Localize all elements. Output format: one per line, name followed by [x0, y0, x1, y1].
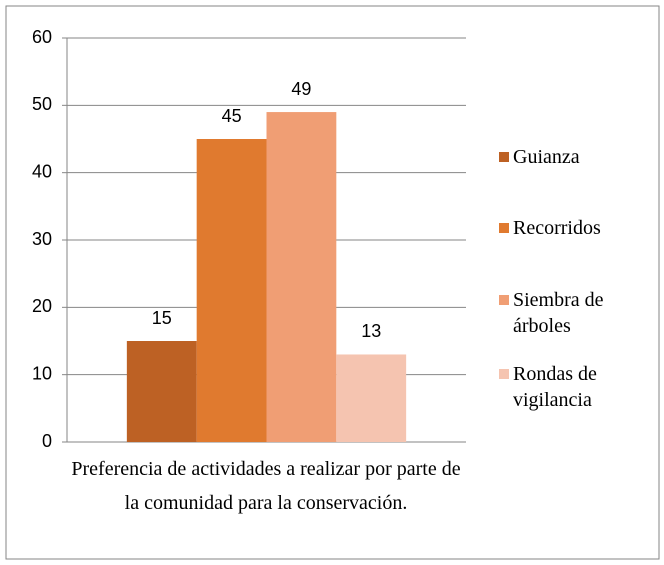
y-tick-label: 50 [32, 94, 52, 114]
legend-item: Guianza [499, 144, 653, 170]
y-tick-label: 10 [32, 363, 52, 383]
legend-label: Siembra de árboles [513, 289, 604, 337]
y-tick-label: 0 [42, 431, 52, 451]
legend-swatch [499, 369, 509, 379]
bar [336, 354, 407, 442]
bar [266, 112, 337, 443]
legend-swatch [499, 223, 509, 233]
y-tick-label: 20 [32, 296, 52, 316]
chart-border [5, 5, 660, 560]
data-label: 49 [291, 79, 311, 99]
x-tick-label: Preferencia de actividades a realizar po… [71, 458, 461, 514]
legend-swatch [499, 295, 509, 305]
y-tick-label: 40 [32, 161, 52, 181]
data-label: 45 [222, 106, 242, 126]
legend-label: Recorridos [513, 217, 601, 239]
legend-label: Guianza [513, 146, 580, 168]
legend-item: Siembra de árboles [499, 287, 653, 339]
data-label: 15 [152, 308, 172, 328]
data-label: 13 [361, 321, 381, 341]
y-tick-label: 30 [32, 229, 52, 249]
legend-item: Recorridos [499, 215, 653, 241]
legend-label: Rondas de vigilancia [513, 363, 597, 411]
bar [126, 341, 197, 442]
y-tick-label: 60 [32, 27, 52, 47]
bar [196, 139, 267, 442]
legend-item: Rondas de vigilancia [499, 361, 653, 413]
legend-swatch [499, 152, 509, 162]
